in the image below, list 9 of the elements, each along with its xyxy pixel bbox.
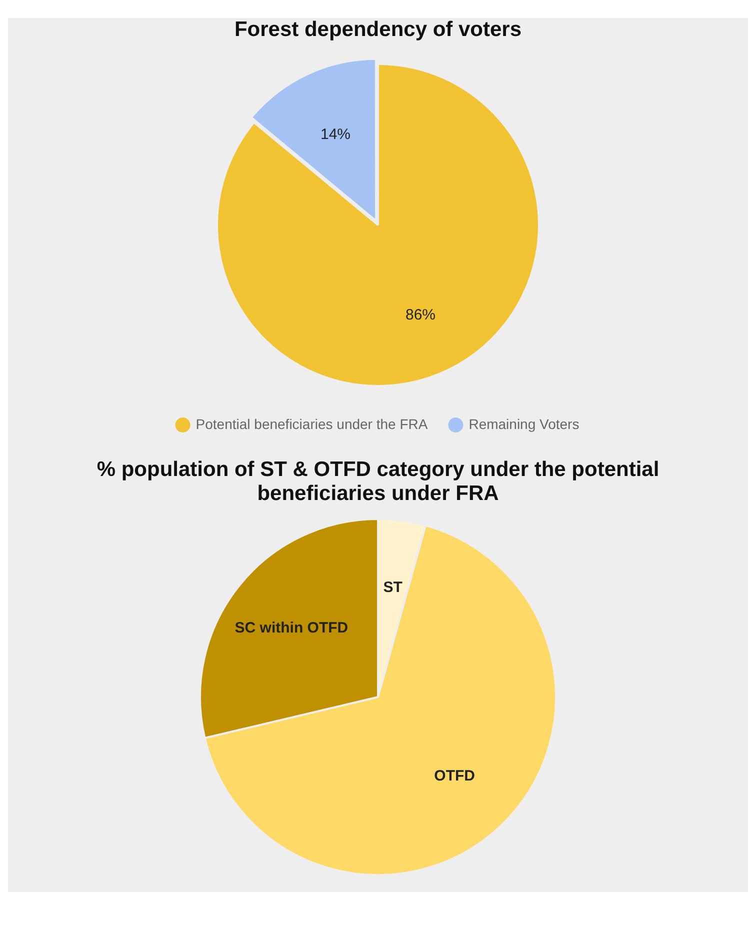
chart-title: % population of ST & OTFD category under the potential beneficiaries under FRA	[96, 458, 660, 506]
data-label: 86%	[405, 306, 436, 324]
slice-label: SC within OTFD	[234, 620, 348, 637]
data-label: 14%	[320, 126, 351, 143]
legend-label: Potential beneficiaries under the FRA	[196, 416, 428, 432]
slice-label: ST	[383, 578, 402, 596]
legend-label: Remaining Voters	[468, 416, 580, 432]
slice-label: OTFD	[434, 768, 476, 785]
chart-title: Forest dependency of voters	[233, 18, 523, 42]
